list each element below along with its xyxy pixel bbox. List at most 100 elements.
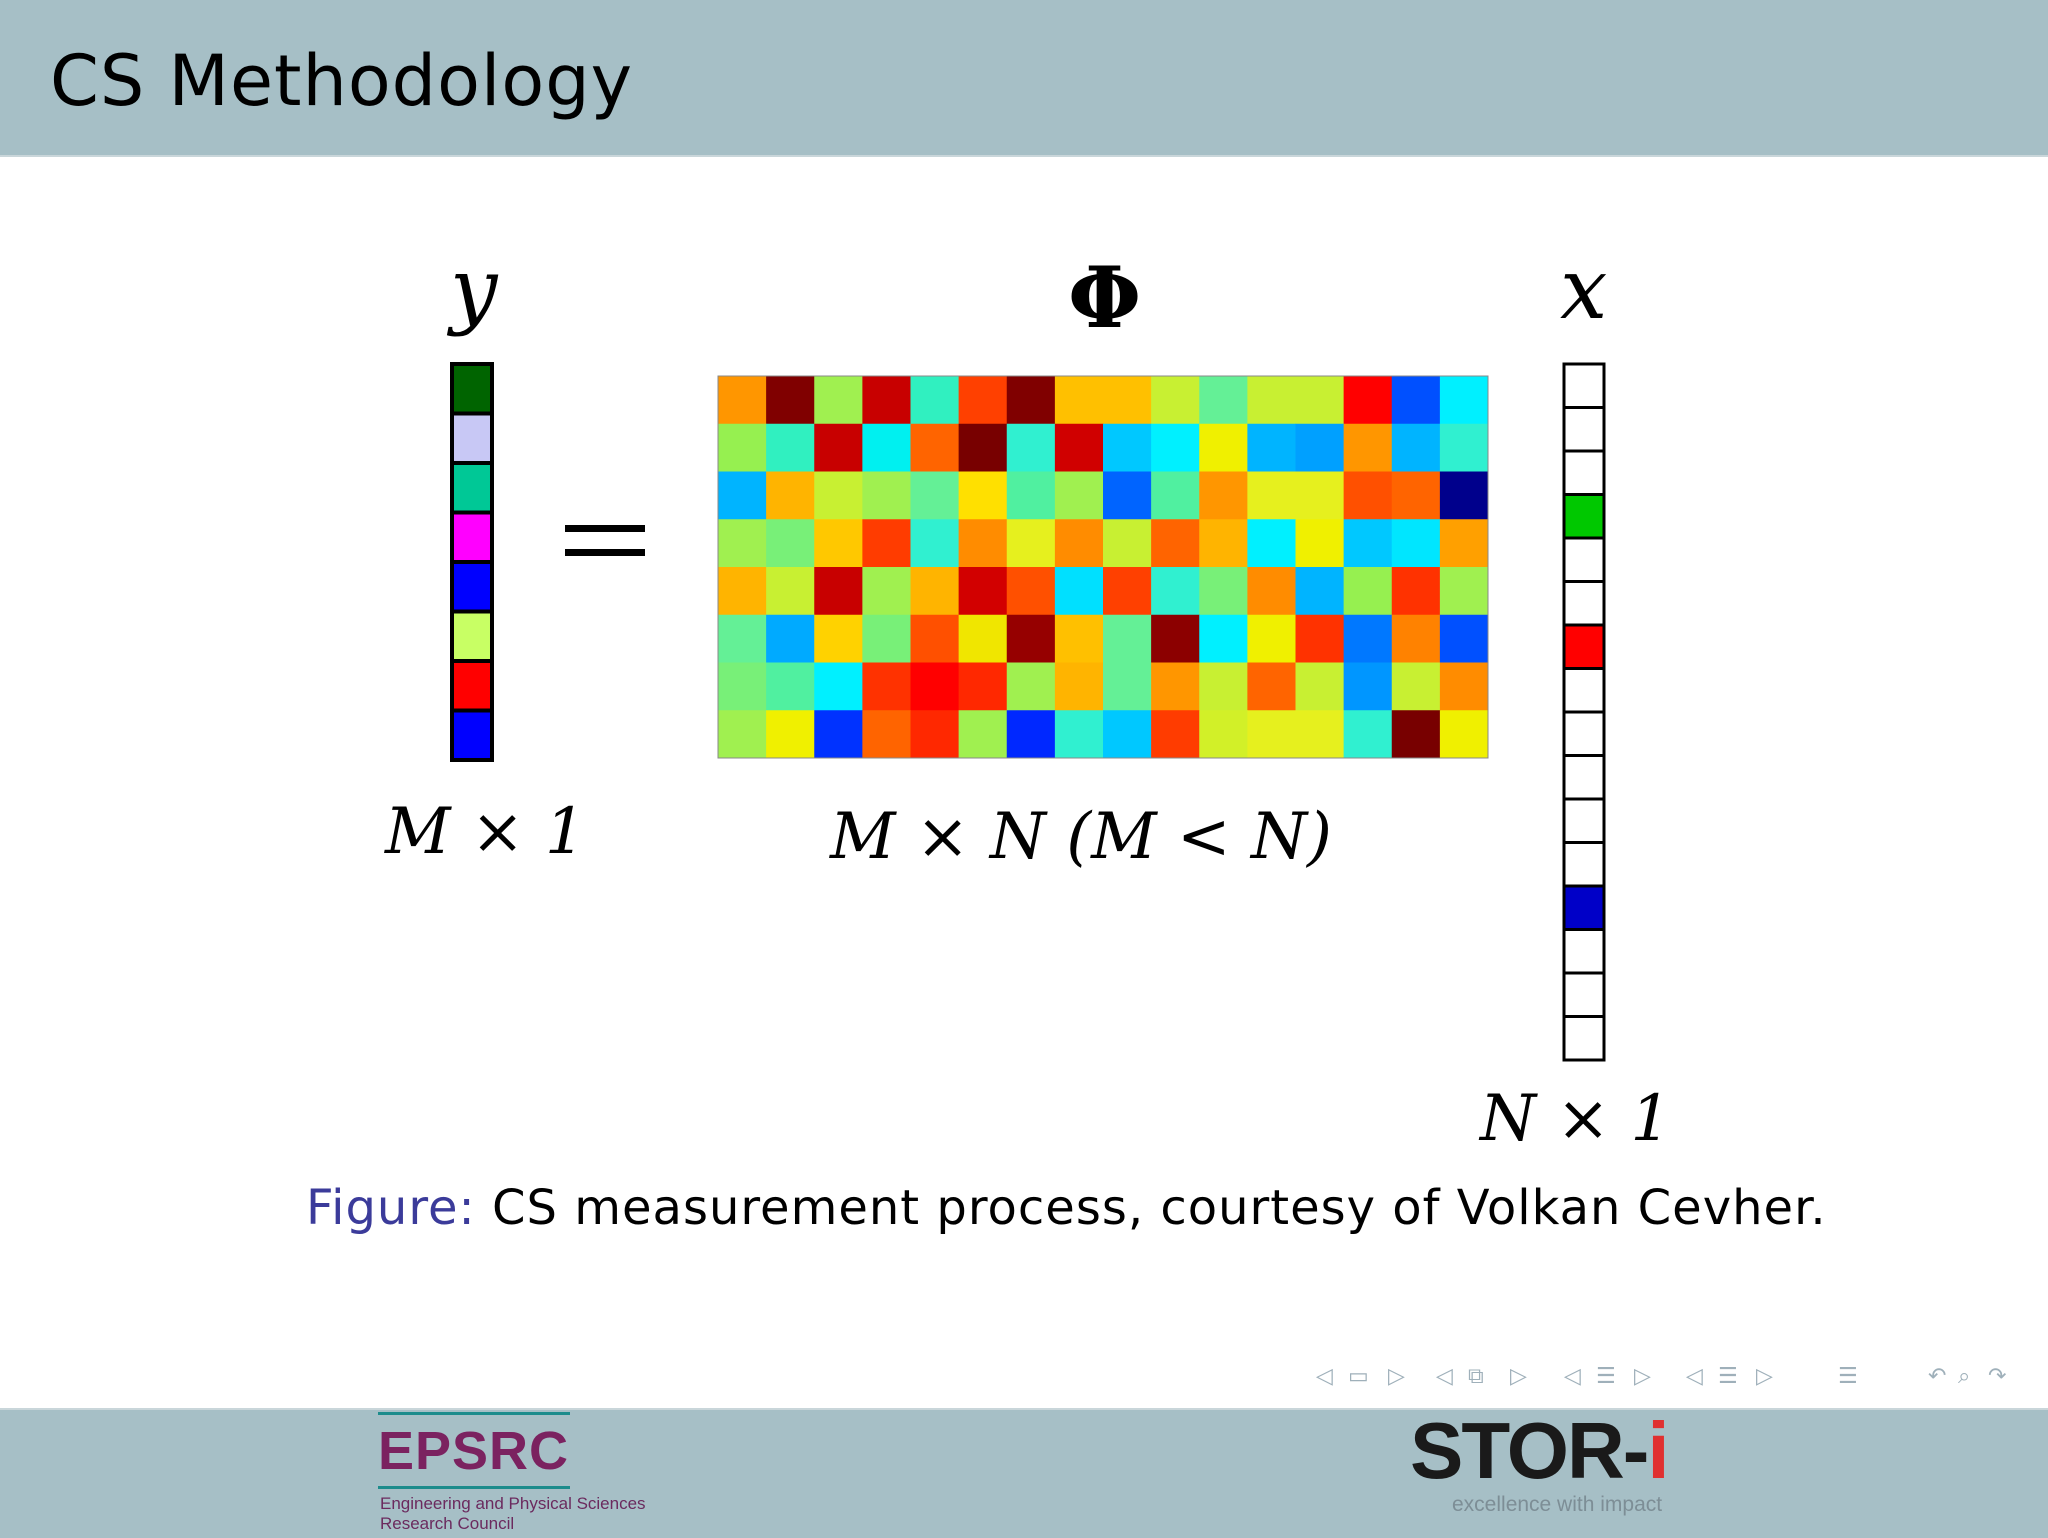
phi-cell bbox=[1006, 567, 1056, 616]
phi-cell bbox=[1054, 376, 1104, 425]
x-cell bbox=[1562, 1015, 1606, 1062]
phi-cell bbox=[1006, 423, 1056, 472]
epsrc-rule-bottom bbox=[378, 1486, 570, 1489]
nav-prev-frame-icon[interactable]: ◁ bbox=[1316, 1364, 1333, 1389]
equals-sign bbox=[565, 525, 645, 557]
epsrc-rule-top bbox=[378, 1412, 570, 1415]
phi-cell bbox=[1151, 662, 1200, 711]
nav-forward-icon[interactable]: ↷ bbox=[1988, 1364, 2007, 1389]
nav-next-toc-icon[interactable]: ▷ bbox=[1756, 1364, 1773, 1389]
phi-cell bbox=[958, 567, 1008, 616]
phi-cell bbox=[1439, 662, 1489, 711]
phi-cell bbox=[1247, 376, 1296, 425]
phi-cell bbox=[1247, 519, 1296, 568]
x-dimension: N × 1 bbox=[1480, 1082, 1672, 1156]
phi-cell bbox=[1391, 423, 1441, 472]
phi-cell bbox=[958, 423, 1008, 472]
phi-cell bbox=[1151, 567, 1200, 616]
x-cell bbox=[1562, 797, 1606, 844]
x-cell bbox=[1562, 580, 1606, 627]
phi-cell bbox=[766, 662, 815, 711]
epsrc-subtitle-line2: Research Council bbox=[380, 1514, 515, 1533]
phi-cell bbox=[1295, 471, 1345, 520]
epsrc-subtitle-line1: Engineering and Physical Sciences bbox=[380, 1494, 646, 1513]
phi-cell bbox=[814, 710, 863, 759]
phi-cell bbox=[1199, 662, 1248, 711]
phi-cell bbox=[1199, 471, 1248, 520]
phi-cell bbox=[718, 614, 767, 663]
x-cell bbox=[1562, 841, 1606, 888]
phi-cell bbox=[718, 471, 767, 520]
phi-cell bbox=[1199, 614, 1248, 663]
nav-subsection-icon[interactable]: ⧉ bbox=[1468, 1364, 1484, 1389]
phi-cell bbox=[1247, 471, 1296, 520]
phi-cell bbox=[814, 423, 863, 472]
phi-cell bbox=[1199, 423, 1248, 472]
y-cell bbox=[450, 411, 494, 465]
nav-prev-section-icon[interactable]: ◁ bbox=[1564, 1364, 1581, 1389]
nav-back-icon[interactable]: ↶ bbox=[1928, 1364, 1947, 1389]
phi-cell bbox=[718, 519, 767, 568]
stor-i-tagline: excellence with impact bbox=[1452, 1493, 1663, 1516]
nav-toc-icon[interactable]: ☰ bbox=[1718, 1364, 1738, 1389]
phi-cell bbox=[766, 423, 815, 472]
stor-i-logo: STOR-i excellence with impact bbox=[1410, 1405, 1670, 1530]
phi-cell bbox=[1151, 710, 1200, 759]
phi-cell bbox=[1054, 710, 1104, 759]
phi-cell bbox=[958, 662, 1008, 711]
phi-cell bbox=[1006, 614, 1056, 663]
nav-next-section-icon[interactable]: ▷ bbox=[1634, 1364, 1651, 1389]
y-vector bbox=[450, 362, 494, 762]
y-label: y bbox=[450, 240, 498, 338]
phi-cell bbox=[766, 614, 815, 663]
phi-cell bbox=[766, 710, 815, 759]
phi-cell bbox=[1151, 614, 1200, 663]
phi-cell bbox=[766, 567, 815, 616]
phi-cell bbox=[766, 376, 815, 425]
phi-cell bbox=[1391, 710, 1441, 759]
phi-cell bbox=[1199, 567, 1248, 616]
phi-cell bbox=[958, 471, 1008, 520]
x-cell bbox=[1562, 362, 1606, 409]
x-cell bbox=[1562, 667, 1606, 714]
phi-cell bbox=[1295, 710, 1345, 759]
figure-caption: Figure: CS measurement process, courtesy… bbox=[306, 1180, 1827, 1236]
y-cell bbox=[450, 362, 494, 416]
epsrc-logo-text: EPSRC bbox=[378, 1421, 570, 1481]
phi-cell bbox=[1247, 423, 1296, 472]
phi-cell bbox=[862, 471, 911, 520]
nav-section-icon[interactable]: ☰ bbox=[1596, 1364, 1616, 1389]
x-label: x bbox=[1560, 240, 1608, 338]
epsrc-logo: EPSRC Engineering and Physical Sciences … bbox=[378, 1412, 678, 1533]
phi-cell bbox=[814, 662, 863, 711]
y-cell bbox=[450, 560, 494, 614]
phi-cell bbox=[1391, 519, 1441, 568]
phi-cell bbox=[1343, 376, 1393, 425]
beamer-navigation: ◁ ▭ ▷ ◁ ⧉ ▷ ◁ ☰ ▷ ◁ ☰ ▷ ☰ ↶ ⌕ ↷ bbox=[1310, 1360, 2040, 1400]
nav-next-subsection-icon[interactable]: ▷ bbox=[1510, 1364, 1527, 1389]
phi-cell bbox=[958, 376, 1008, 425]
figure-caption-text: CS measurement process, courtesy of Volk… bbox=[492, 1180, 1827, 1236]
slide-title: CS Methodology bbox=[50, 40, 634, 122]
phi-border bbox=[717, 375, 1489, 759]
phi-cell bbox=[1391, 662, 1441, 711]
nav-next-frame-icon[interactable]: ▷ bbox=[1388, 1364, 1405, 1389]
phi-cell bbox=[814, 471, 863, 520]
phi-cell bbox=[910, 471, 960, 520]
figure-label: Figure: bbox=[306, 1180, 476, 1236]
phi-cell bbox=[1103, 614, 1152, 663]
phi-cell bbox=[910, 519, 960, 568]
nav-prev-subsection-icon[interactable]: ◁ bbox=[1436, 1364, 1453, 1389]
phi-cell bbox=[814, 519, 863, 568]
phi-cell bbox=[1054, 471, 1104, 520]
phi-cell bbox=[1006, 662, 1056, 711]
title-bar: CS Methodology bbox=[0, 0, 2048, 157]
nav-prev-toc-icon[interactable]: ◁ bbox=[1686, 1364, 1703, 1389]
x-cell bbox=[1562, 493, 1606, 540]
phi-cell bbox=[1391, 614, 1441, 663]
x-cell bbox=[1562, 971, 1606, 1018]
nav-document-icon[interactable]: ☰ bbox=[1838, 1364, 1858, 1389]
nav-frame-icon[interactable]: ▭ bbox=[1348, 1364, 1369, 1389]
phi-cell bbox=[1199, 376, 1248, 425]
nav-search-icon[interactable]: ⌕ bbox=[1958, 1364, 1971, 1389]
